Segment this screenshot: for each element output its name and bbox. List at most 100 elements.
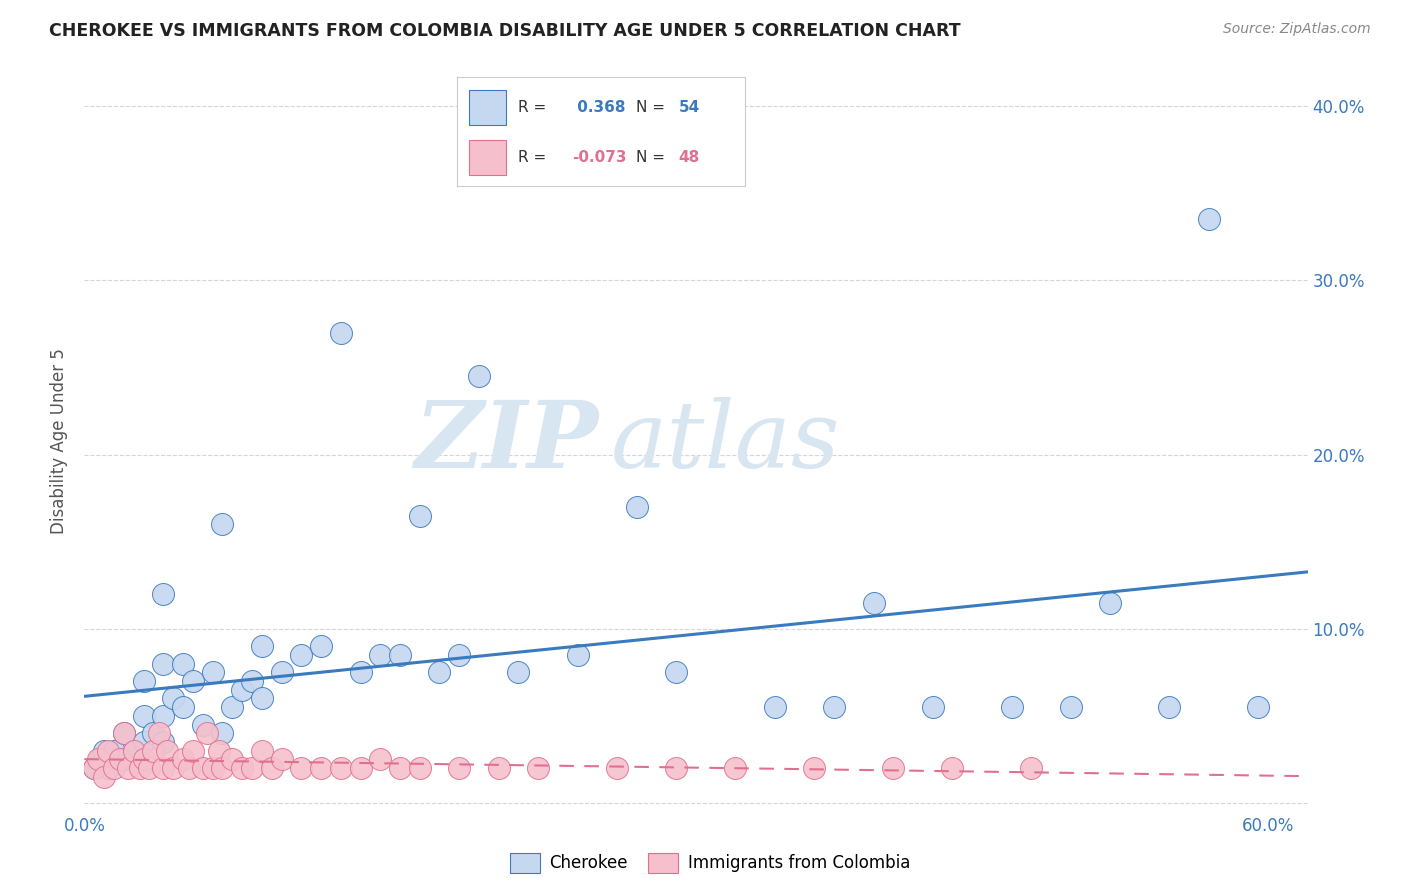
Legend: Cherokee, Immigrants from Colombia: Cherokee, Immigrants from Colombia bbox=[503, 847, 917, 880]
Point bbox=[221, 752, 243, 766]
Point bbox=[250, 744, 273, 758]
Point bbox=[270, 752, 292, 766]
Point bbox=[567, 648, 589, 662]
Point bbox=[250, 691, 273, 706]
Point bbox=[309, 761, 332, 775]
Point bbox=[941, 761, 963, 775]
Point bbox=[527, 761, 550, 775]
Point bbox=[148, 726, 170, 740]
Point bbox=[409, 508, 432, 523]
Point bbox=[152, 587, 174, 601]
Point bbox=[1247, 700, 1270, 714]
Point bbox=[389, 761, 412, 775]
Point bbox=[152, 657, 174, 671]
Point bbox=[231, 682, 253, 697]
Point bbox=[181, 674, 204, 689]
Text: Source: ZipAtlas.com: Source: ZipAtlas.com bbox=[1223, 22, 1371, 37]
Point bbox=[626, 500, 648, 514]
Point bbox=[112, 726, 135, 740]
Point bbox=[488, 761, 510, 775]
Point bbox=[89, 752, 111, 766]
Point bbox=[172, 657, 194, 671]
Point bbox=[172, 700, 194, 714]
Point bbox=[191, 717, 214, 731]
Point bbox=[508, 665, 530, 680]
Point bbox=[449, 648, 471, 662]
Point bbox=[93, 770, 115, 784]
Point bbox=[665, 665, 688, 680]
Point bbox=[240, 761, 263, 775]
Point bbox=[329, 761, 352, 775]
Point bbox=[349, 761, 371, 775]
Point bbox=[429, 665, 451, 680]
Point bbox=[117, 761, 139, 775]
Point bbox=[862, 596, 884, 610]
Point bbox=[138, 761, 160, 775]
Point bbox=[1159, 700, 1181, 714]
Point bbox=[349, 665, 371, 680]
Point bbox=[177, 761, 200, 775]
Point bbox=[763, 700, 786, 714]
Point bbox=[270, 665, 292, 680]
Point bbox=[83, 761, 105, 775]
Point bbox=[882, 761, 904, 775]
Point bbox=[250, 639, 273, 653]
Point bbox=[803, 761, 825, 775]
Point bbox=[606, 761, 628, 775]
Point bbox=[181, 744, 204, 758]
Point bbox=[240, 674, 263, 689]
Point bbox=[665, 761, 688, 775]
Point bbox=[368, 648, 391, 662]
Text: ZIP: ZIP bbox=[413, 397, 598, 486]
Point bbox=[122, 744, 145, 758]
Point bbox=[1021, 761, 1043, 775]
Point bbox=[152, 709, 174, 723]
Point bbox=[1060, 700, 1083, 714]
Point bbox=[132, 735, 155, 749]
Point bbox=[122, 744, 145, 758]
Point bbox=[368, 752, 391, 766]
Point bbox=[309, 639, 332, 653]
Point bbox=[221, 700, 243, 714]
Point bbox=[128, 761, 150, 775]
Point bbox=[211, 726, 233, 740]
Point bbox=[260, 761, 283, 775]
Point bbox=[823, 700, 845, 714]
Point bbox=[152, 735, 174, 749]
Point bbox=[87, 752, 110, 766]
Text: atlas: atlas bbox=[610, 397, 839, 486]
Point bbox=[1001, 700, 1024, 714]
Point bbox=[103, 744, 125, 758]
Point bbox=[152, 761, 174, 775]
Point bbox=[97, 761, 120, 775]
Point bbox=[211, 761, 233, 775]
Point bbox=[162, 691, 184, 706]
Point bbox=[132, 709, 155, 723]
Point bbox=[211, 517, 233, 532]
Point bbox=[1099, 596, 1122, 610]
Point bbox=[191, 761, 214, 775]
Point bbox=[231, 761, 253, 775]
Point bbox=[142, 726, 165, 740]
Point bbox=[97, 744, 120, 758]
Point bbox=[93, 744, 115, 758]
Point bbox=[290, 648, 312, 662]
Point bbox=[195, 726, 218, 740]
Point bbox=[329, 326, 352, 340]
Point bbox=[921, 700, 943, 714]
Point bbox=[103, 761, 125, 775]
Y-axis label: Disability Age Under 5: Disability Age Under 5 bbox=[51, 349, 69, 534]
Point bbox=[201, 665, 224, 680]
Point bbox=[449, 761, 471, 775]
Point bbox=[468, 369, 491, 384]
Point bbox=[83, 761, 105, 775]
Point bbox=[1198, 212, 1220, 227]
Point bbox=[112, 726, 135, 740]
Point bbox=[156, 744, 179, 758]
Point bbox=[172, 752, 194, 766]
Point bbox=[207, 744, 229, 758]
Point bbox=[162, 761, 184, 775]
Point bbox=[132, 752, 155, 766]
Point bbox=[132, 674, 155, 689]
Point bbox=[108, 752, 131, 766]
